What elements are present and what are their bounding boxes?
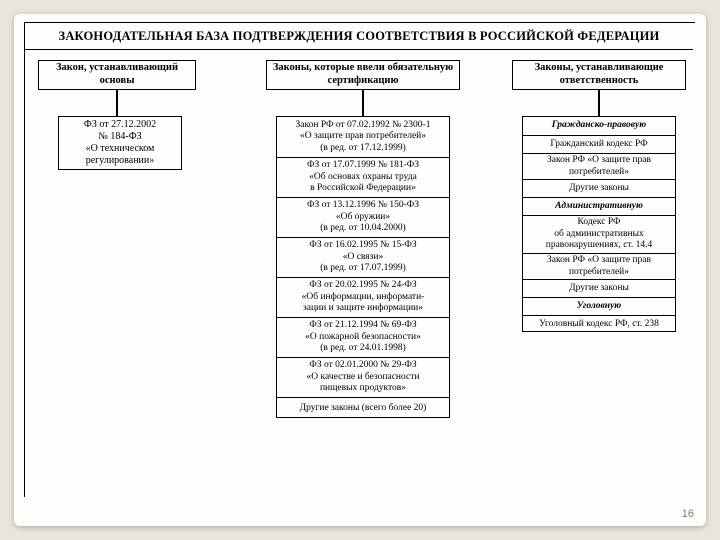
col1-connector <box>116 90 118 116</box>
col2-row-text: Закон РФ от 07.02.1992 № 2300-1 «О защит… <box>296 120 431 154</box>
col2-head-label: Законы, которые ввели обязательную серти… <box>271 62 455 87</box>
col3-row-text: Административную <box>555 201 643 212</box>
col2-row-text: Другие законы (всего более 20) <box>300 403 427 414</box>
col1-head-box: Закон, устанавливающий основы <box>38 60 196 90</box>
page-card: ЗАКОНОДАТЕЛЬНАЯ БАЗА ПОДТВЕРЖДЕНИЯ СООТВ… <box>14 14 706 526</box>
col3-row: Другие законы <box>523 179 675 197</box>
col3-row: Административную <box>523 197 675 215</box>
col3-row: Другие законы <box>523 279 675 297</box>
diagram-title: ЗАКОНОДАТЕЛЬНАЯ БАЗА ПОДТВЕРЖДЕНИЯ СООТВ… <box>25 23 693 44</box>
col3-row-text: Кодекс РФ об административных правонаруш… <box>546 217 653 251</box>
col2-row: ФЗ от 20.02.1995 № 24-ФЗ «Об информации,… <box>277 277 449 317</box>
col2-row: ФЗ от 16.02.1995 № 15-ФЗ «О связи» (в ре… <box>277 237 449 277</box>
col3-row-text: Уголовную <box>577 301 621 312</box>
col2-row: Другие законы (всего более 20) <box>277 397 449 419</box>
col2-table: Закон РФ от 07.02.1992 № 2300-1 «О защит… <box>276 116 450 418</box>
col1-head-label: Закон, устанавливающий основы <box>43 62 191 87</box>
col3-row-text: Закон РФ «О защите прав потребителей» <box>547 155 651 178</box>
page-number: 16 <box>682 508 694 520</box>
col2-row-text: ФЗ от 13.12.1996 № 150-ФЗ «Об оружии» (в… <box>307 200 419 234</box>
col3-row-text: Другие законы <box>569 283 629 294</box>
col2-row: ФЗ от 21.12.1994 № 69-ФЗ «О пожарной без… <box>277 317 449 357</box>
col3-row-text: Другие законы <box>569 183 629 194</box>
col3-row: Кодекс РФ об административных правонаруш… <box>523 215 675 253</box>
col3-row-text: Уголовный кодекс РФ, ст. 238 <box>539 319 659 330</box>
col3-row: Закон РФ «О защите прав потребителей» <box>523 253 675 279</box>
title-row: ЗАКОНОДАТЕЛЬНАЯ БАЗА ПОДТВЕРЖДЕНИЯ СООТВ… <box>25 23 693 50</box>
col2-head-box: Законы, которые ввели обязательную серти… <box>266 60 460 90</box>
col2-connector <box>362 90 364 116</box>
col3-head-label: Законы, устанавливающие ответственность <box>517 62 681 87</box>
col3-connector <box>598 90 600 116</box>
col3-row: Гражданский кодекс РФ <box>523 135 675 153</box>
col2-row: ФЗ от 17.07.1999 № 181-ФЗ «Об основах ох… <box>277 157 449 197</box>
col1-law-box: ФЗ от 27.12.2002 № 184-ФЗ «О техническом… <box>58 116 182 170</box>
col2-row-text: ФЗ от 17.07.1999 № 181-ФЗ «Об основах ох… <box>307 160 419 194</box>
col3-head-box: Законы, устанавливающие ответственность <box>512 60 686 90</box>
col1-law-text: ФЗ от 27.12.2002 № 184-ФЗ «О техническом… <box>84 119 156 167</box>
col3-row-text: Гражданско-правовую <box>552 120 646 131</box>
col3-row-text: Гражданский кодекс РФ <box>550 139 647 150</box>
col3-row-text: Закон РФ «О защите прав потребителей» <box>547 255 651 278</box>
col2-row-text: ФЗ от 21.12.1994 № 69-ФЗ «О пожарной без… <box>305 320 421 354</box>
col3-row: Гражданско-правовую <box>523 117 675 135</box>
col3-row: Уголовный кодекс РФ, ст. 238 <box>523 315 675 333</box>
col2-row-text: ФЗ от 16.02.1995 № 15-ФЗ «О связи» (в ре… <box>309 240 416 274</box>
col2-row: ФЗ от 13.12.1996 № 150-ФЗ «Об оружии» (в… <box>277 197 449 237</box>
col3-row: Закон РФ «О защите прав потребителей» <box>523 153 675 179</box>
col2-row-text: ФЗ от 02.01.2000 № 29-ФЗ «О качестве и б… <box>307 360 420 394</box>
col2-row: Закон РФ от 07.02.1992 № 2300-1 «О защит… <box>277 117 449 157</box>
col2-row: ФЗ от 02.01.2000 № 29-ФЗ «О качестве и б… <box>277 357 449 397</box>
col3-row: Уголовную <box>523 297 675 315</box>
col2-row-text: ФЗ от 20.02.1995 № 24-ФЗ «Об информации,… <box>302 280 425 314</box>
col3-table: Гражданско-правовую Гражданский кодекс РФ… <box>522 116 676 332</box>
